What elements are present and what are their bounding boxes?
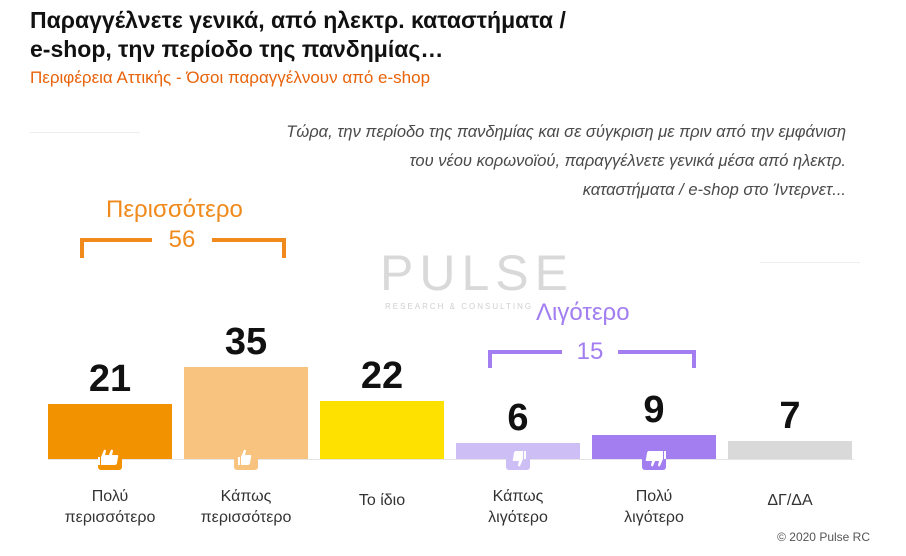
group-label-more: Περισσότερο [106, 196, 243, 223]
data-label: 35 [224, 321, 268, 363]
title-line-2: e-shop, την περίοδο της πανδημίας… [30, 36, 444, 62]
data-label: 21 [88, 357, 132, 400]
data-label: 22 [360, 355, 404, 398]
data-label: 9 [643, 389, 665, 432]
chart-baseline [48, 459, 854, 460]
data-label: 7 [779, 394, 801, 437]
category-label: Πολύ περισσότερο [64, 488, 156, 526]
watermark-logo: PULSE [380, 245, 574, 301]
bar [320, 401, 444, 459]
thumbs-up-double-icon [98, 446, 122, 470]
category-label: Το ίδιο [358, 492, 406, 509]
data-label: 6 [507, 397, 529, 440]
category-label: ΔΓ/ΔΑ [767, 492, 813, 509]
question-line-1: Τώρα, την περίοδο της πανδημίας και σε σ… [286, 123, 846, 141]
decorative-line [30, 132, 140, 133]
group-total-more: 56 [168, 226, 196, 253]
category-label: Κάπως περισσότερο [200, 488, 292, 526]
category-label: Πολύ λιγότερο [624, 488, 684, 526]
group-label-less: Λιγότερο [536, 299, 630, 326]
watermark-tagline: RESEARCH & CONSULTING [385, 302, 534, 311]
title-line-1: Παραγγέλνετε γενικά, από ηλεκτρ. καταστή… [30, 7, 566, 33]
decorative-line [760, 262, 860, 263]
chart-title: Παραγγέλνετε γενικά, από ηλεκτρ. καταστή… [30, 6, 730, 64]
bar [728, 440, 852, 459]
question-line-2: του νέου κορωνοϊού, παραγγέλνετε γενικά … [409, 152, 846, 170]
copyright-notice: © 2020 Pulse RC [777, 530, 870, 544]
thumbs-down-icon [506, 446, 530, 470]
category-label: Κάπως λιγότερο [488, 488, 548, 526]
question-line-3: καταστήματα / e-shop στο Ίντερνετ... [582, 181, 846, 199]
survey-question: Τώρα, την περίοδο της πανδημίας και σε σ… [146, 118, 846, 205]
bar [184, 367, 308, 459]
group-total-less: 15 [576, 338, 604, 365]
thumbs-down-double-icon [642, 446, 666, 470]
thumbs-up-icon [234, 446, 258, 470]
chart-subtitle: Περιφέρεια Αττικής - Όσοι παραγγέλνουν α… [30, 68, 431, 87]
